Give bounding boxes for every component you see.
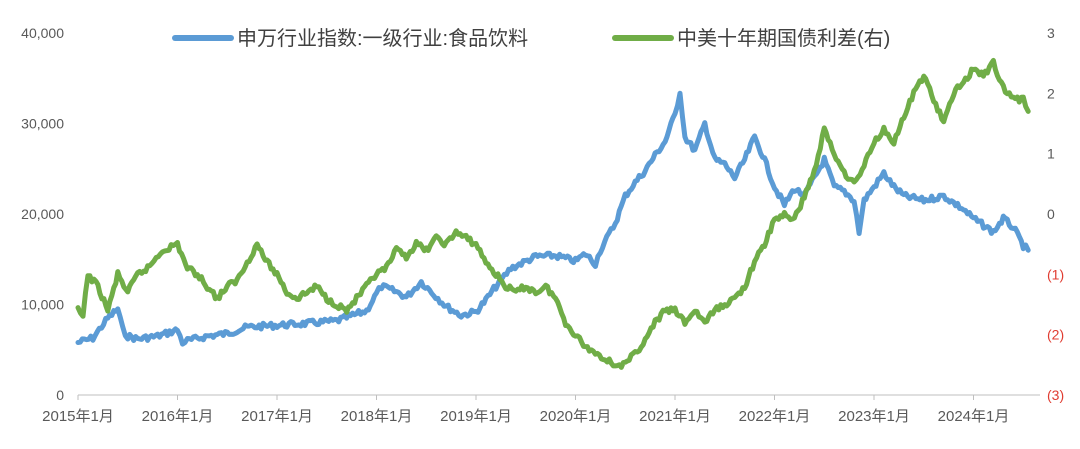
- y-right-tick-label: 3: [1047, 25, 1055, 41]
- series-line-2: [75, 57, 1031, 370]
- y-right-tick-label: (2): [1047, 327, 1064, 343]
- x-tick-label: 2017年1月: [241, 408, 313, 425]
- x-tick-label: 2020年1月: [540, 408, 612, 425]
- legend: 申万行业指数:一级行业:食品饮料 中美十年期国债利差(右): [172, 27, 890, 50]
- x-axis: 2015年1月 2016年1月 2017年1月 2018年1月 2019年1月 2020年…: [42, 394, 1040, 425]
- x-tick-label: 2015年1月: [42, 408, 114, 425]
- x-tick-label: 2016年1月: [142, 408, 214, 425]
- y-left-tick-label: 30,000: [21, 116, 64, 132]
- y-left-tick-label: 0: [56, 387, 64, 403]
- right-axis: (3) (2) (1) 0 1 2 3: [1047, 25, 1064, 403]
- y-right-tick-label: (1): [1047, 266, 1064, 282]
- x-tick-label: 2024年1月: [938, 408, 1010, 425]
- y-right-tick-label: 2: [1047, 85, 1055, 101]
- x-tick-label: 2019年1月: [440, 408, 512, 425]
- y-left-tick-label: 10,000: [21, 297, 64, 313]
- series-group: [75, 57, 1031, 370]
- y-right-tick-label: 1: [1047, 146, 1055, 162]
- y-left-tick-label: 40,000: [21, 25, 64, 41]
- left-axis: 0 10,000 20,000 30,000 40,000: [21, 25, 64, 403]
- x-tick-label: 2022年1月: [739, 408, 811, 425]
- y-right-tick-label: (3): [1047, 387, 1064, 403]
- y-left-tick-label: 20,000: [21, 206, 64, 222]
- y-right-tick-label: 0: [1047, 206, 1055, 222]
- x-tick-label: 2023年1月: [838, 408, 910, 425]
- x-tick-label: 2021年1月: [639, 408, 711, 425]
- legend-label-1: 申万行业指数:一级行业:食品饮料: [237, 27, 528, 50]
- legend-label-2: 中美十年期国债利差(右): [677, 27, 890, 50]
- series-line-1: [75, 90, 1031, 347]
- x-tick-label: 2018年1月: [341, 408, 413, 425]
